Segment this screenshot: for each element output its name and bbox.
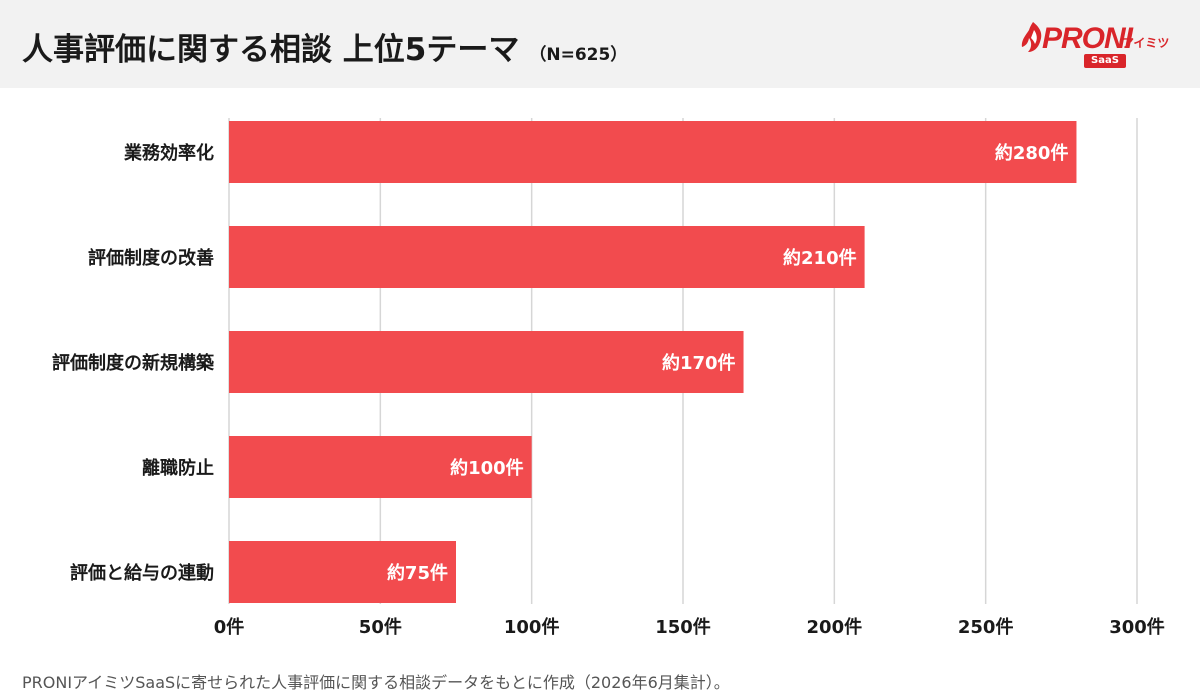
header: 人事評価に関する相談 上位5テーマ （N=625） PRONI アイミツ SaaS — [0, 0, 1200, 88]
category-label: 評価制度の新規構築 — [52, 352, 215, 374]
category-label: 評価制度の改善 — [88, 247, 214, 269]
bar — [229, 331, 744, 393]
data-label: 約170件 — [662, 352, 736, 374]
x-tick-label: 50件 — [359, 616, 402, 638]
title-text: 人事評価に関する相談 上位5テーマ — [22, 32, 520, 68]
bar — [229, 541, 456, 603]
data-label: 約210件 — [783, 247, 857, 269]
x-tick-label: 150件 — [655, 616, 711, 638]
data-label: 約75件 — [387, 562, 448, 584]
bar — [229, 121, 1077, 183]
logo-brand: PRONI — [1042, 22, 1133, 55]
proni-flame-logo-icon — [1021, 22, 1042, 52]
bar — [229, 226, 865, 288]
x-tick-label: 0件 — [214, 616, 245, 638]
sample-size: （N=625） — [529, 45, 628, 65]
x-tick-labels: 0件 50件 100件 150件 200件 250件 300件 — [214, 616, 1165, 638]
proni-logo: PRONI アイミツ SaaS — [1020, 18, 1180, 70]
category-label: 離職防止 — [142, 457, 214, 479]
logo-sub: アイミツ — [1122, 36, 1170, 50]
page-title: 人事評価に関する相談 上位5テーマ （N=625） — [22, 24, 627, 69]
bar — [229, 436, 532, 498]
x-tick-label: 100件 — [504, 616, 560, 638]
x-tick-label: 250件 — [958, 616, 1014, 638]
footnote: PRONIアイミツSaaSに寄せられた人事評価に関する相談データをもとに作成（2… — [22, 673, 730, 692]
x-tick-label: 300件 — [1109, 616, 1165, 638]
logo-badge: SaaS — [1084, 54, 1126, 68]
x-tick-label: 200件 — [807, 616, 863, 638]
data-label: 約100件 — [450, 457, 524, 479]
category-label: 評価と給与の連動 — [70, 562, 214, 584]
category-label: 業務効率化 — [123, 142, 214, 164]
data-label: 約280件 — [995, 142, 1069, 164]
